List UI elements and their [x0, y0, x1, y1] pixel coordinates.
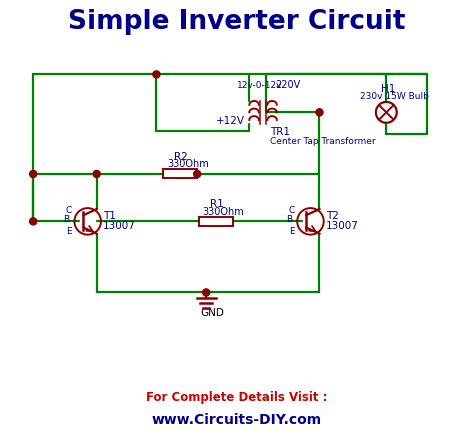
Circle shape [202, 289, 210, 296]
Text: E: E [289, 227, 294, 236]
Text: 13007: 13007 [326, 221, 358, 231]
Circle shape [93, 170, 100, 177]
Text: E: E [66, 227, 72, 236]
Text: www.Circuits-DIY.com: www.Circuits-DIY.com [152, 413, 322, 427]
Circle shape [194, 170, 201, 177]
Text: B: B [286, 215, 292, 224]
Text: 330Ohm: 330Ohm [167, 159, 209, 170]
Text: GND: GND [201, 308, 224, 318]
Text: Center Tap Transformer: Center Tap Transformer [270, 137, 376, 145]
Text: R1: R1 [210, 199, 224, 209]
Text: C: C [289, 206, 295, 215]
Text: +12V: +12V [216, 116, 245, 126]
Circle shape [153, 71, 160, 78]
Text: B: B [63, 215, 69, 224]
Text: T1: T1 [103, 212, 116, 222]
Text: T2: T2 [326, 212, 338, 222]
Text: 12v-0-12v: 12v-0-12v [237, 81, 283, 90]
Bar [163, 170, 197, 178]
Text: C: C [66, 206, 72, 215]
Text: Simple Inverter Circuit: Simple Inverter Circuit [68, 9, 406, 35]
Text: 230v 15W Bulb: 230v 15W Bulb [360, 92, 429, 101]
Text: 13007: 13007 [103, 221, 136, 231]
Text: 330Ohm: 330Ohm [202, 207, 244, 217]
Circle shape [29, 218, 36, 225]
Circle shape [29, 170, 36, 177]
Text: H1: H1 [381, 85, 395, 95]
Text: R2: R2 [174, 152, 188, 162]
Text: For Complete Details Visit :: For Complete Details Visit : [146, 392, 328, 404]
Bar [199, 217, 233, 226]
Text: 220V: 220V [275, 80, 300, 90]
Text: TR1: TR1 [270, 127, 290, 137]
Circle shape [316, 109, 323, 116]
